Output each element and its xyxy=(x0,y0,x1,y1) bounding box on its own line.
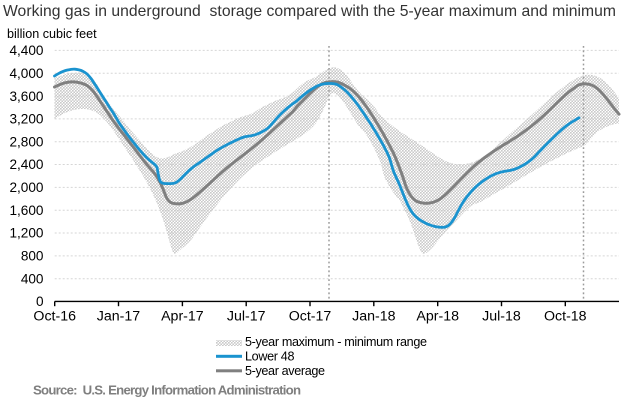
svg-text:4,400: 4,400 xyxy=(9,43,43,58)
svg-text:Jan-18: Jan-18 xyxy=(352,309,395,325)
svg-text:5-year maximum - minimum range: 5-year maximum - minimum range xyxy=(245,335,427,349)
svg-text:Lower 48: Lower 48 xyxy=(245,350,295,364)
svg-text:2,400: 2,400 xyxy=(9,157,43,172)
svg-text:800: 800 xyxy=(21,249,44,264)
svg-text:1,600: 1,600 xyxy=(9,203,43,218)
svg-text:3,600: 3,600 xyxy=(9,89,43,104)
svg-text:billion cubic feet: billion cubic feet xyxy=(7,27,97,41)
svg-text:Jul-18: Jul-18 xyxy=(482,309,521,325)
svg-text:4,000: 4,000 xyxy=(9,66,43,81)
svg-text:3,200: 3,200 xyxy=(9,112,43,127)
svg-text:1,200: 1,200 xyxy=(9,226,43,241)
svg-text:Apr-18: Apr-18 xyxy=(416,309,459,325)
svg-text:0: 0 xyxy=(36,294,44,309)
svg-text:Oct-18: Oct-18 xyxy=(544,309,587,325)
svg-text:Jul-17: Jul-17 xyxy=(227,309,266,325)
svg-text:Jan-17: Jan-17 xyxy=(97,309,140,325)
svg-text:Source: U.S. Energy Informati: Source: U.S. Energy Information Administ… xyxy=(33,382,301,397)
svg-text:Oct-16: Oct-16 xyxy=(33,309,76,325)
svg-text:5-year average: 5-year average xyxy=(245,364,325,378)
svg-text:400: 400 xyxy=(21,271,44,286)
svg-text:2,000: 2,000 xyxy=(9,180,43,195)
svg-text:2,800: 2,800 xyxy=(9,134,43,149)
svg-text:Working gas in underground st: Working gas in underground storage compa… xyxy=(3,3,616,20)
svg-text:Oct-17: Oct-17 xyxy=(289,309,332,325)
svg-text:Apr-17: Apr-17 xyxy=(161,309,204,325)
